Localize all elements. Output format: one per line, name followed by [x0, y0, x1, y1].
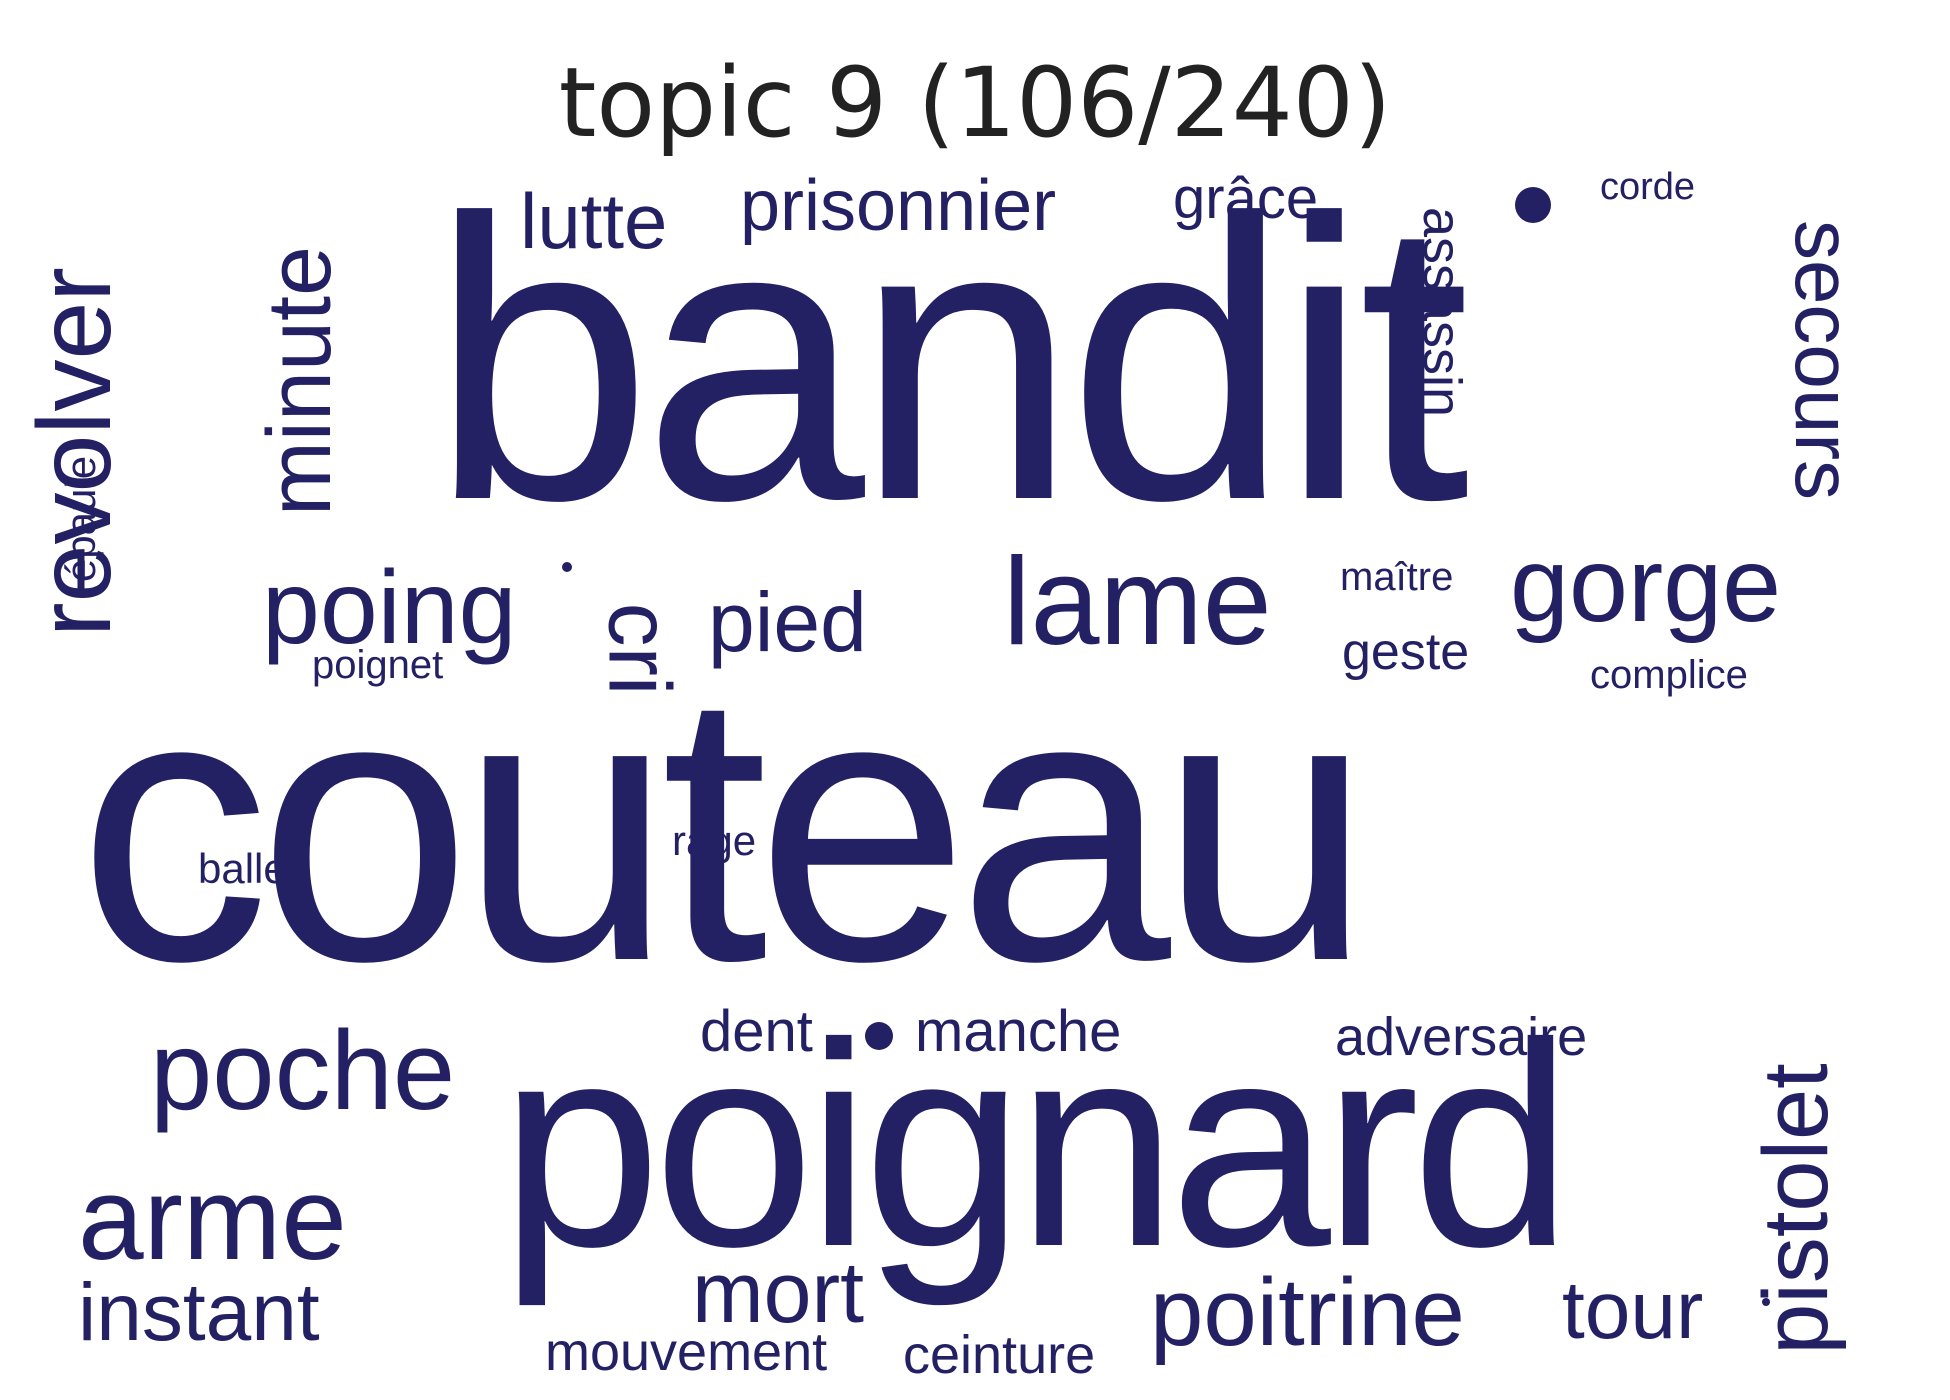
word-poche: poche [150, 1008, 456, 1133]
word-dent: dent [700, 999, 813, 1064]
word-manche: manche [915, 999, 1122, 1064]
word-mort: mort [692, 1245, 864, 1341]
word-prisonnier: prisonnier [740, 166, 1057, 246]
word-poignet: poignet [312, 643, 444, 687]
word-pied: pied [708, 575, 867, 669]
word-poitrine: poitrine [1150, 1259, 1465, 1366]
word-instant: instant [78, 1267, 320, 1358]
word-corde: corde [1600, 166, 1696, 208]
word-maitre: maître [1340, 555, 1454, 599]
dot-mark-3 [865, 1022, 893, 1050]
word-rage: rage [672, 817, 757, 864]
word-balle: balle [198, 845, 287, 892]
chart-title: topic 9 (106/240) [558, 47, 1392, 159]
word-geste: geste [1342, 623, 1470, 681]
dot-mark-2 [562, 562, 572, 572]
word-pistolet: pistolet [1744, 1063, 1847, 1355]
word-poignard: poignard [500, 983, 1573, 1307]
word-assassin: assassin [1412, 206, 1473, 418]
word-secours: secours [1779, 219, 1869, 501]
word-gorge: gorge [1510, 526, 1782, 644]
word-arme: arme [78, 1153, 347, 1285]
dot-mark-4 [1762, 1298, 1770, 1306]
word-minute: minute [250, 245, 351, 517]
word-lame: lame [1003, 533, 1272, 671]
word-adversaire: adversaire [1335, 1007, 1588, 1067]
word-grace: grâce [1173, 166, 1319, 231]
word-poing: poing [262, 550, 517, 666]
word-complice: complice [1590, 653, 1748, 697]
word-mouvement: mouvement [545, 1322, 828, 1382]
word-epaule: épaule [57, 455, 105, 583]
word-bandit: bandit [430, 136, 1470, 583]
word-cri: cri [590, 602, 690, 696]
dot-mark-1 [1515, 187, 1551, 223]
word-lutte: lutte [520, 177, 668, 265]
word-ceinture: ceinture [903, 1325, 1096, 1385]
word-couteau: couteau [78, 612, 1372, 1041]
word-tour: tour [1562, 1265, 1704, 1356]
